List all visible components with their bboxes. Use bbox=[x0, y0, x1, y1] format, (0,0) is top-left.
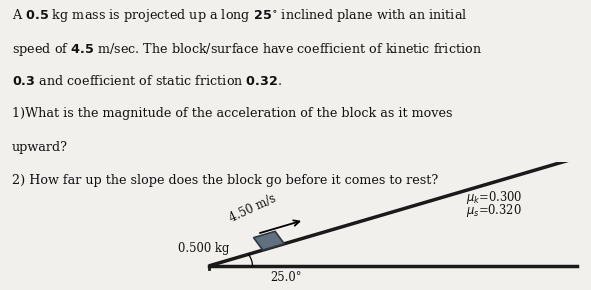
Text: A $\mathbf{0.5}$ kg mass is projected up a long $\mathbf{25^{\circ}}$ inclined p: A $\mathbf{0.5}$ kg mass is projected up… bbox=[12, 7, 467, 24]
Text: speed of $\mathbf{4.5}$ m/sec. The block/surface have coefficient of kinetic fri: speed of $\mathbf{4.5}$ m/sec. The block… bbox=[12, 41, 482, 58]
Text: 25.0°: 25.0° bbox=[270, 271, 302, 284]
Text: 0.500 kg: 0.500 kg bbox=[178, 242, 229, 255]
Text: upward?: upward? bbox=[12, 141, 68, 154]
Text: 4.50 m/s: 4.50 m/s bbox=[228, 192, 278, 225]
Text: $\mathbf{0.3}$ and coefficient of static friction $\mathbf{0.32}$.: $\mathbf{0.3}$ and coefficient of static… bbox=[12, 74, 282, 88]
Text: $\mu_s$=0.320: $\mu_s$=0.320 bbox=[466, 202, 522, 219]
Text: 1)What is the magnitude of the acceleration of the block as it moves: 1)What is the magnitude of the accelerat… bbox=[12, 107, 452, 120]
Polygon shape bbox=[254, 231, 284, 250]
Text: $\mu_k$=0.300: $\mu_k$=0.300 bbox=[466, 189, 522, 206]
Text: 2) How far up the slope does the block go before it comes to rest?: 2) How far up the slope does the block g… bbox=[12, 174, 438, 187]
